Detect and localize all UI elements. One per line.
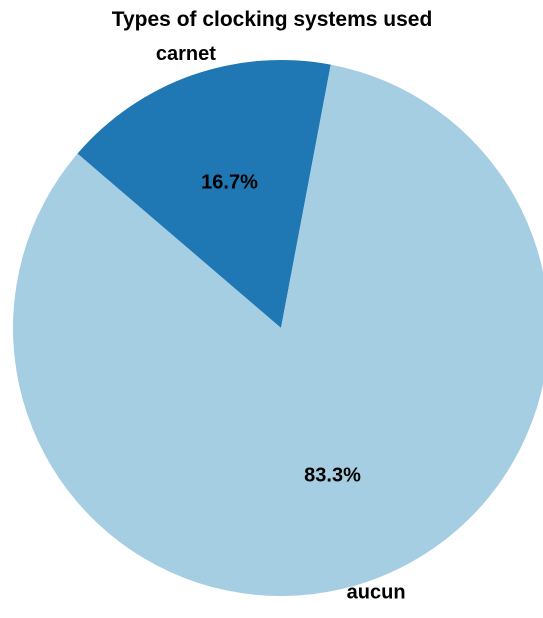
percent-label-aucun: 83.3% (304, 465, 361, 487)
pie-slice-carnet (77, 59, 331, 329)
category-label-aucun: aucun (347, 582, 406, 604)
chart-title: Types of clocking systems used (112, 8, 433, 31)
pie-labels: 16.7% carnet 83.3% aucun (156, 43, 406, 604)
pie-slices (12, 59, 543, 596)
percent-label-carnet: 16.7% (201, 171, 258, 193)
category-label-carnet: carnet (156, 43, 216, 65)
pie-slice-aucun (12, 64, 543, 596)
